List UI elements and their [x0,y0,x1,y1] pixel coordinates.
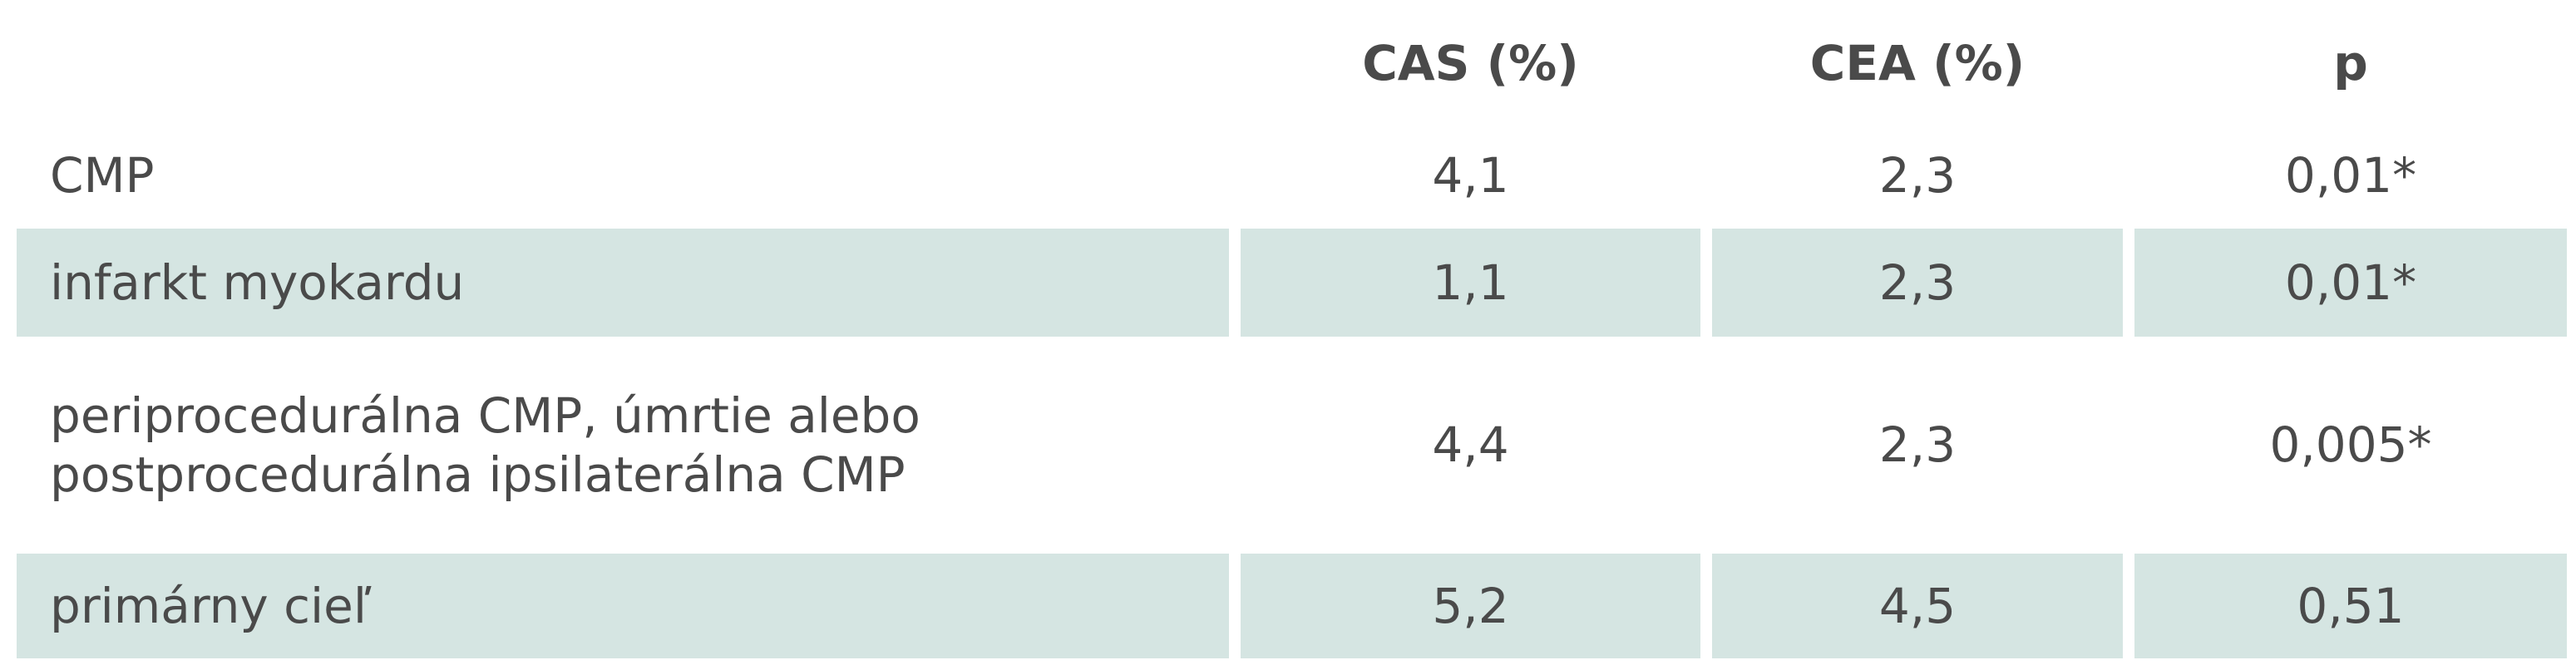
value-cell: 2,3 [1878,147,1957,204]
column-header: p [2333,34,2368,91]
header-empty [17,3,1229,123]
value-cell: 4,4 [1432,416,1509,474]
value-cell: 0,005* [2269,416,2432,474]
value-cell: 5,2 [1241,554,1700,658]
row-label: primárny cieľ [17,554,1229,658]
column-header: CEA (%) [1809,34,2026,91]
table: CAS (%) CEA (%) p CMP 4,1 2,3 0,01* infarkt myo… [17,3,2567,658]
value-cell: 4,5 [1712,554,2123,658]
row-label: CMP [50,147,155,204]
row-label: periprocedurálna CMP, úmrtie alebo postp… [50,387,920,503]
value-cell: 2,3 [1712,229,2123,337]
column-header: CAS (%) [1362,34,1579,91]
value-cell: 2,3 [1878,416,1957,474]
value-cell: 1,1 [1241,229,1700,337]
value-cell: 0,01* [2284,147,2417,204]
value-cell: 0,51 [2134,554,2567,658]
value-cell: 4,1 [1432,147,1509,204]
value-cell: 0,01* [2134,229,2567,337]
row-label: infarkt myokardu [17,229,1229,337]
